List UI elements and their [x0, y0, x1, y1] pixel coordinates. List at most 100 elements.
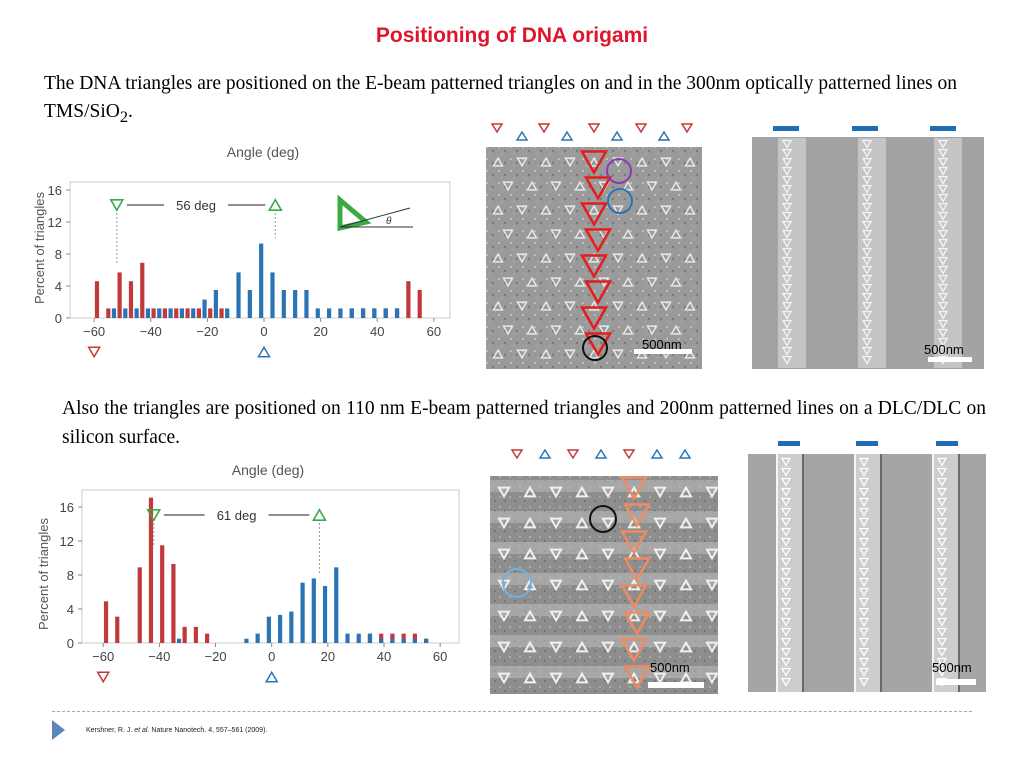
- chart-1-bar: [304, 290, 309, 318]
- chart-2-xtick-label: −40: [148, 649, 170, 664]
- chart-2-bar: [412, 633, 417, 643]
- chart-1-bar: [151, 308, 156, 318]
- chart-2-bar: [171, 563, 176, 643]
- chart-1-bar: [117, 272, 122, 318]
- chart-1-bar: [128, 281, 134, 318]
- chart-1-bar: [349, 308, 354, 318]
- chart-1-xtick-label: −60: [83, 324, 105, 339]
- chart-1-ytick-label: 16: [48, 183, 62, 198]
- chart-2-bar: [255, 633, 260, 643]
- chart-2-xtick-label: 60: [433, 649, 447, 664]
- scale-label-2b: 500nm: [932, 660, 972, 675]
- chart-2-bar: [148, 497, 154, 643]
- chart-2-bar: [205, 633, 210, 643]
- chart-1-bar: [315, 308, 320, 318]
- chart-1-xtick-label: 40: [370, 324, 384, 339]
- chart-2-bar: [379, 638, 384, 643]
- chart-1-bar: [293, 290, 298, 318]
- histogram-chart-2: Angle (deg) Percent of triangles 0 4 8 12 16…: [32, 456, 464, 686]
- footer-divider: [52, 711, 972, 712]
- scale-label-1b: 500nm: [924, 342, 964, 357]
- chart-1-bar: [259, 243, 264, 318]
- chart-2-bar: [390, 638, 395, 643]
- chart-2-bar: [137, 567, 142, 643]
- afm-image-2a-svg: [490, 448, 719, 694]
- afm-image-1a: 500nm: [484, 120, 704, 370]
- afm-image-2a: 500nm: [488, 444, 720, 696]
- chart-1-xtick-label: −20: [196, 324, 218, 339]
- chart-1-bar: [202, 299, 207, 318]
- chart-2-red-marker-icon: [96, 671, 111, 684]
- chart-1-bar: [208, 308, 213, 318]
- chart-2-bar: [115, 616, 120, 643]
- chart-2-bar: [160, 545, 165, 643]
- citation-suffix: Nature Nanotech. 4, 557–561 (2009).: [149, 727, 268, 734]
- chart-1-bar: [174, 308, 179, 318]
- chart-2-bar: [379, 633, 384, 643]
- chart-1-bar: [196, 308, 201, 318]
- chart-1-bar: [145, 308, 151, 318]
- chart-2-ytick-label: 16: [60, 500, 74, 515]
- chart-2-bar: [390, 633, 395, 643]
- chart-2-bar: [401, 638, 406, 643]
- chart-1-xtick-label: 60: [427, 324, 441, 339]
- afm-image-1a-svg: [486, 123, 702, 369]
- citation: Kershner, R. J. et al. Nature Nanotech. …: [86, 727, 267, 734]
- chart-1-bar: [191, 308, 196, 318]
- paragraph-1: The DNA triangles are positioned on the …: [44, 70, 984, 131]
- scale-label-1a: 500nm: [642, 337, 682, 352]
- chart-1-ytick-label: 12: [48, 215, 62, 230]
- chart-2-bar: [367, 633, 373, 643]
- slide-title: Positioning of DNA origami: [375, 24, 649, 47]
- chart-2-xtick-label: 20: [321, 649, 335, 664]
- histogram-2-svg: Angle (deg) Percent of triangles 0 4 8 12 16…: [36, 462, 460, 684]
- chart-2-bar: [300, 582, 305, 643]
- chart-1-ytick-label: 4: [55, 279, 62, 294]
- chart-2-bar: [322, 586, 328, 643]
- citation-italic: et al.: [134, 727, 150, 734]
- afm-image-1b-svg: [752, 126, 984, 369]
- chart-1-bar: [247, 290, 252, 318]
- chart-2-annot-right-icon: [312, 508, 327, 522]
- pattern-marker-row: [490, 123, 694, 141]
- chart-1-bar: [281, 290, 286, 318]
- chart-1-annotation: 56 deg: [176, 198, 216, 213]
- chart-2-ytick-label: 8: [67, 568, 74, 583]
- chart-1-ytick-label: 0: [55, 311, 62, 326]
- paragraph-2: Also the triangles are positioned on 110…: [62, 398, 986, 448]
- chart-2-annotation: 61 deg: [217, 508, 257, 523]
- chart-1-red-marker-icon: [87, 346, 101, 359]
- chart-2-bar: [176, 638, 182, 643]
- chart-2-ytick-label: 12: [60, 534, 74, 549]
- chart-1-bar: [157, 308, 162, 318]
- chart-1-bar: [134, 308, 139, 318]
- chart-1-annot-right-icon: [267, 198, 283, 212]
- chart-1-xtick-label: 20: [313, 324, 327, 339]
- scale-label-2a: 500nm: [650, 660, 690, 675]
- chart-2-bar: [244, 638, 249, 643]
- chart-2-title: Angle (deg): [232, 462, 304, 478]
- paragraph-1-subscript: 2: [119, 107, 128, 126]
- chart-1-triangle-inset: θ: [337, 194, 413, 232]
- footer-arrow-icon: [52, 720, 65, 740]
- chart-1-xtick-label: 0: [260, 324, 267, 339]
- chart-1-ytick-label: 8: [55, 247, 62, 262]
- pattern-marker-row-2: [510, 448, 692, 460]
- chart-1-bar: [140, 262, 145, 318]
- chart-2-bar: [266, 616, 271, 643]
- chart-1-bar: [383, 308, 388, 318]
- histogram-1-svg: Angle (deg) Percent of triangles θ 0 4 8 12…: [32, 144, 451, 359]
- chart-2-blue-marker-icon: [264, 670, 279, 683]
- chart-1-bar: [94, 281, 100, 318]
- chart-1-annot-left-icon: [109, 198, 125, 212]
- chart-2-bar: [103, 601, 109, 643]
- chart-1-bar: [236, 272, 241, 318]
- chart-2-bar: [334, 567, 339, 643]
- chart-2-ytick-label: 4: [67, 602, 74, 617]
- chart-2-bar: [356, 633, 361, 643]
- chart-1-xtick-label: −40: [140, 324, 162, 339]
- chart-1-bar: [219, 308, 224, 318]
- chart-2-bar: [182, 626, 187, 643]
- chart-1-bar: [111, 308, 117, 318]
- chart-2-bar: [412, 638, 417, 643]
